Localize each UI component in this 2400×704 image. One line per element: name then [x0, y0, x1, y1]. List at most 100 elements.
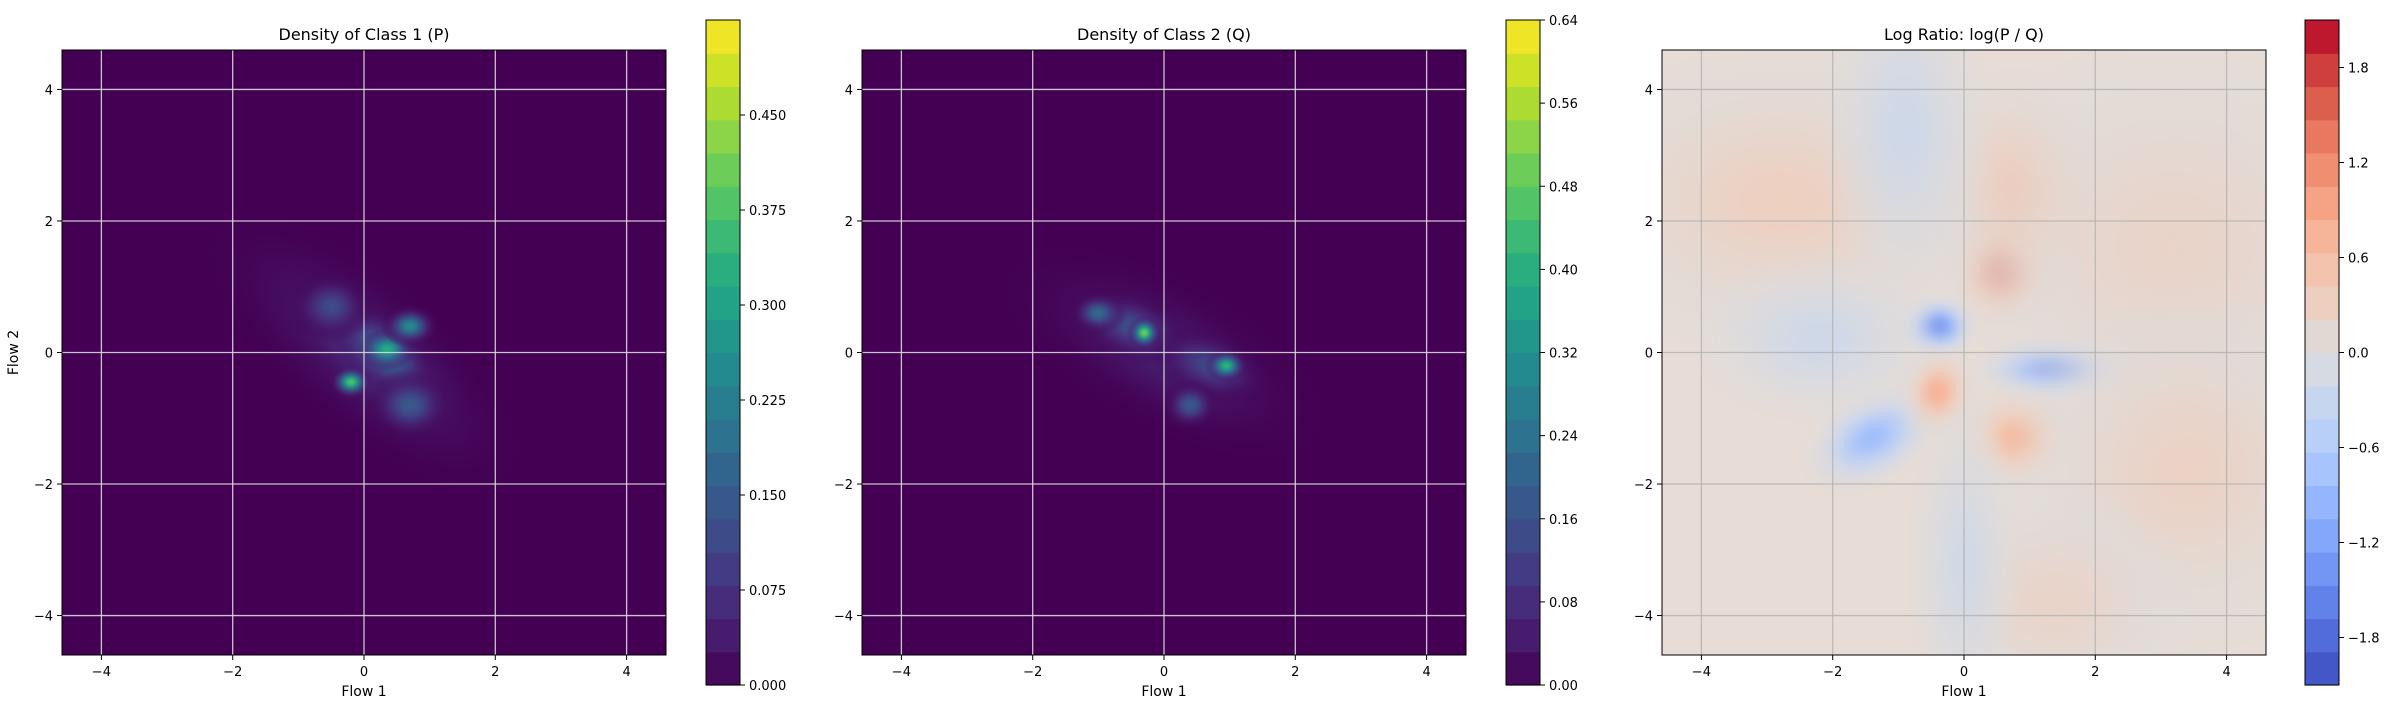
colorbar-band [2305, 252, 2339, 287]
colorbar-band [706, 585, 740, 620]
colorbar-frame [705, 19, 741, 686]
colorbar-band [1506, 153, 1540, 187]
colorbar-tick-label: 0.64 [1549, 14, 1578, 29]
colorbar-band [1506, 20, 1540, 54]
density-blob [287, 270, 375, 343]
y-tick-label: −4 [1634, 610, 1653, 625]
y-tick-label: −2 [1634, 478, 1653, 493]
colorbar-band [706, 20, 740, 54]
colorbar-tick-label: 0.08 [1549, 596, 1578, 611]
colorbar-band [2305, 552, 2339, 586]
chart-title: Density of Class 2 (Q) [1077, 25, 1251, 44]
x-axis-label: Flow 1 [341, 684, 386, 700]
colorbar-band [2305, 319, 2339, 354]
colorbar-band [2305, 518, 2339, 553]
colorbar-band [706, 252, 740, 287]
colorbar-band [2305, 286, 2339, 320]
colorbar-band [706, 319, 740, 354]
x-tick-label: 4 [2222, 665, 2230, 680]
colorbar-band [706, 452, 740, 487]
colorbar-band [1506, 485, 1540, 520]
colorbar: 0.000 0.075 0.150 0.225 0.300 0.375 0.450 [705, 19, 786, 694]
colorbar-tick-label: −1.2 [2348, 537, 2380, 552]
y-tick-label: 2 [1645, 215, 1653, 230]
density-blob [381, 304, 439, 348]
density-blob [1204, 348, 1249, 384]
panel-class1-density: −4 −4 −2 −2 0 0 2 2 4 4 Density of Class 1 (P) Flow… [6, 19, 786, 700]
colorbar-band [1506, 518, 1540, 553]
colorbar-tick-label: 1.8 [2348, 62, 2369, 77]
colorbar-band [2305, 86, 2339, 121]
colorbar-tick-label: 0.0 [2348, 347, 2369, 362]
colorbar-tick-label: −1.8 [2348, 632, 2380, 647]
colorbar-band [2305, 53, 2339, 88]
colorbar-band [706, 651, 740, 686]
density-blob [329, 364, 373, 400]
chart-title: Log Ratio: log(P / Q) [1884, 25, 2044, 44]
colorbar-tick-label: 0.300 [749, 299, 786, 314]
colorbar-band [1506, 252, 1540, 287]
colorbar-band [706, 618, 740, 653]
density-blob [1818, 50, 1992, 303]
panel-class2-density: −4 −4 −2 −2 0 0 2 2 4 4 Density of Class 2 (Q) Flow… [834, 14, 1578, 700]
x-tick-label: 4 [622, 665, 630, 680]
y-tick-label: 0 [1645, 347, 1653, 362]
colorbar-tick-label: 0.375 [749, 204, 786, 219]
colorbar-band [2305, 485, 2339, 520]
colorbar-band [1506, 452, 1540, 487]
colorbar-band [2305, 419, 2339, 453]
x-tick-label: −4 [892, 665, 911, 680]
colorbar-band [2305, 385, 2339, 420]
x-tick-label: 0 [1960, 665, 1968, 680]
colorbar-tick-label: 0.150 [749, 489, 786, 504]
x-tick-label: 0 [360, 665, 368, 680]
density-blob [1161, 379, 1220, 432]
colorbar-band [1506, 86, 1540, 121]
colorbar-band [1506, 219, 1540, 254]
colorbar-band [1506, 385, 1540, 420]
colorbar-band [1506, 53, 1540, 88]
y-tick-label: −2 [34, 478, 53, 493]
x-tick-label: −4 [92, 665, 111, 680]
colorbar-tick-label: 0.32 [1549, 347, 1578, 362]
colorbar-band [1506, 585, 1540, 620]
colorbar-band [2305, 186, 2339, 221]
density-blob [1689, 252, 1950, 427]
colorbar-tick-label: 0.225 [749, 394, 786, 409]
density-blob [1069, 291, 1128, 335]
colorbar-band [706, 485, 740, 520]
colorbar-band [2305, 651, 2339, 686]
y-tick-label: −2 [834, 478, 853, 493]
y-tick-label: 0 [45, 347, 53, 362]
colorbar: −1.8 −1.2 −0.6 0.0 0.6 1.2 1.8 [2304, 19, 2380, 686]
colorbar-band [706, 119, 740, 154]
colorbar-band [706, 186, 740, 221]
x-axis-label: Flow 1 [1141, 684, 1186, 700]
chart-title: Density of Class 1 (P) [279, 25, 450, 44]
colorbar-band [1506, 119, 1540, 154]
y-tick-label: 0 [845, 347, 853, 362]
colorbar-band [1506, 552, 1540, 586]
colorbar-band [706, 518, 740, 553]
y-tick-label: 4 [45, 83, 53, 98]
colorbar-band [2305, 153, 2339, 187]
colorbar-band [706, 419, 740, 453]
colorbar-tick-label: 0.000 [749, 679, 786, 694]
density-blob [1126, 315, 1162, 351]
colorbar-band [1506, 419, 1540, 453]
y-tick-label: 2 [845, 215, 853, 230]
x-tick-label: 4 [1422, 665, 1430, 680]
colorbar-band [1506, 618, 1540, 653]
x-tick-label: 2 [1291, 665, 1299, 680]
colorbar-band [706, 385, 740, 420]
y-tick-label: 4 [845, 83, 853, 98]
y-axis-label: Flow 2 [6, 330, 22, 375]
x-tick-label: −4 [1692, 665, 1711, 680]
colorbar-tick-label: 0.075 [749, 584, 786, 599]
colorbar-band [706, 286, 740, 320]
colorbar-band [1506, 319, 1540, 354]
colorbar-band [706, 153, 740, 187]
colorbar-tick-label: 1.2 [2348, 157, 2369, 172]
density-field [1662, 50, 2266, 655]
x-tick-label: 0 [1160, 665, 1168, 680]
